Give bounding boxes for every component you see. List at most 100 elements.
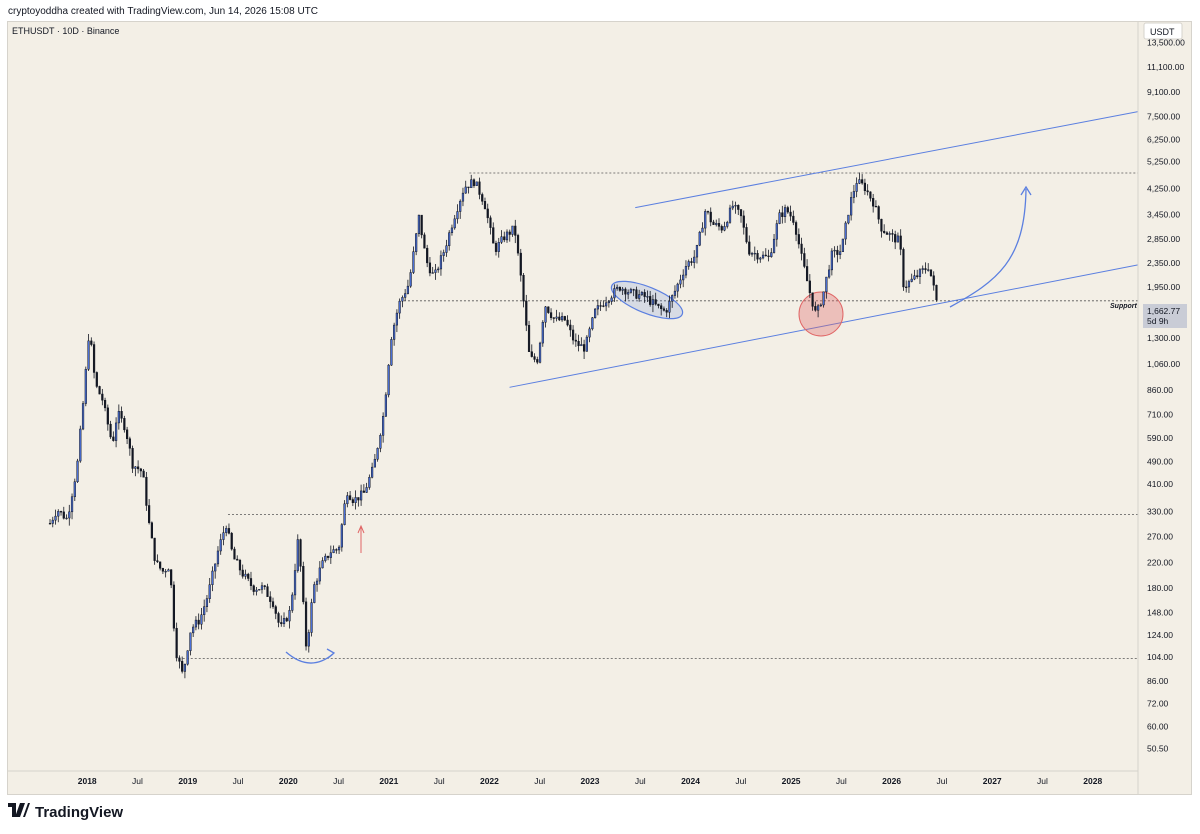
price-chart[interactable]: 13,500.00 11,100.00 9,100.00 7,500.00 6,250.… bbox=[7, 21, 1192, 795]
candle-body bbox=[698, 231, 701, 246]
candle-body bbox=[783, 207, 787, 217]
candle-body bbox=[271, 601, 275, 607]
candle-body bbox=[582, 344, 586, 352]
x-tick-label: 2028 bbox=[1083, 776, 1102, 786]
x-tick-label: Jul bbox=[836, 776, 847, 786]
candle-body bbox=[596, 305, 599, 310]
candle-body bbox=[197, 619, 200, 625]
y-tick-label: 6,250.00 bbox=[1147, 135, 1180, 145]
candle-body bbox=[362, 490, 365, 493]
tradingview-brand-text: TradingView bbox=[35, 803, 124, 821]
candlestick-series bbox=[48, 172, 938, 679]
candle-body bbox=[885, 232, 889, 235]
candle-body bbox=[789, 211, 792, 217]
candle-body bbox=[109, 423, 112, 438]
candle-body bbox=[486, 208, 489, 219]
candle-body bbox=[794, 222, 798, 235]
candle-body bbox=[161, 568, 164, 572]
y-tick-label: 1,950.00 bbox=[1147, 282, 1180, 292]
candle-body bbox=[211, 570, 214, 585]
candle-body bbox=[530, 351, 533, 357]
x-tick-label: 2018 bbox=[78, 776, 97, 786]
candle-body bbox=[594, 308, 597, 318]
candle-body bbox=[368, 477, 371, 488]
candle-body bbox=[137, 466, 140, 470]
candle-body bbox=[68, 511, 71, 519]
candle-body bbox=[481, 194, 484, 202]
candle-body bbox=[855, 183, 858, 192]
candle-body bbox=[371, 466, 374, 478]
candle-body bbox=[255, 589, 258, 592]
candle-body bbox=[816, 305, 820, 311]
candle-body bbox=[302, 566, 305, 603]
candle-body bbox=[335, 549, 338, 551]
candle-body bbox=[544, 306, 547, 323]
candle-body bbox=[373, 458, 376, 468]
x-tick-label: 2025 bbox=[782, 776, 801, 786]
y-tick-label: 2,850.00 bbox=[1147, 234, 1180, 244]
candle-body bbox=[54, 515, 57, 521]
candle-body bbox=[282, 618, 286, 625]
candle-body bbox=[874, 205, 878, 208]
candle-body bbox=[927, 269, 930, 271]
candle-body bbox=[684, 266, 688, 276]
candle-body bbox=[376, 448, 379, 460]
candle-body bbox=[324, 555, 327, 561]
candle-body bbox=[571, 329, 575, 341]
tradingview-logo: TradingView bbox=[8, 799, 124, 821]
y-tick-label: 180.00 bbox=[1147, 583, 1173, 593]
candle-body bbox=[640, 292, 644, 295]
candle-body bbox=[134, 466, 137, 469]
candle-body bbox=[841, 238, 844, 252]
candle-body bbox=[393, 324, 396, 340]
candle-body bbox=[329, 552, 332, 558]
candle-body bbox=[448, 232, 451, 247]
candle-body bbox=[489, 217, 492, 228]
candle-body bbox=[505, 231, 509, 241]
candle-body bbox=[825, 276, 828, 293]
y-tick-label: 148.00 bbox=[1147, 608, 1173, 618]
candle-body bbox=[772, 238, 776, 253]
candle-body bbox=[470, 179, 473, 189]
candle-body bbox=[668, 300, 671, 313]
x-tick-label: Jul bbox=[635, 776, 646, 786]
candle-body bbox=[894, 234, 897, 243]
candle-body bbox=[541, 321, 544, 344]
candle-body bbox=[459, 200, 462, 212]
candle-body bbox=[679, 279, 682, 285]
candle-body bbox=[321, 560, 324, 569]
candle-body bbox=[131, 448, 134, 469]
candle-body bbox=[194, 619, 198, 628]
candle-body bbox=[665, 310, 668, 313]
candle-body bbox=[833, 249, 836, 252]
y-tick-label: 60.00 bbox=[1147, 722, 1169, 732]
candle-body bbox=[651, 299, 655, 305]
x-tick-label: Jul bbox=[132, 776, 143, 786]
candle-body bbox=[492, 227, 495, 244]
candle-body bbox=[227, 528, 231, 534]
candle-body bbox=[599, 305, 602, 307]
candle-body bbox=[560, 316, 564, 321]
candle-body bbox=[552, 317, 555, 319]
candle-body bbox=[117, 411, 120, 424]
candle-body bbox=[525, 300, 528, 326]
candle-body bbox=[310, 602, 313, 633]
x-tick-label: Jul bbox=[534, 776, 545, 786]
last-price-tag-box bbox=[1143, 304, 1187, 328]
candle-body bbox=[905, 286, 908, 288]
candle-body bbox=[205, 598, 209, 607]
candle-body bbox=[90, 340, 93, 345]
candle-body bbox=[288, 610, 291, 622]
candle-body bbox=[899, 235, 902, 250]
last-price-value: 1,662.77 bbox=[1147, 306, 1180, 316]
candle-body bbox=[830, 250, 833, 271]
candle-body bbox=[627, 292, 630, 295]
support-trendline bbox=[509, 264, 1139, 388]
y-tick-label: 4,250.00 bbox=[1147, 183, 1180, 193]
candle-body bbox=[924, 268, 927, 271]
candle-body bbox=[219, 539, 222, 552]
horizontal-levels bbox=[182, 172, 1138, 659]
candle-body bbox=[112, 436, 115, 441]
candle-body bbox=[811, 292, 814, 307]
candle-body bbox=[467, 186, 470, 189]
